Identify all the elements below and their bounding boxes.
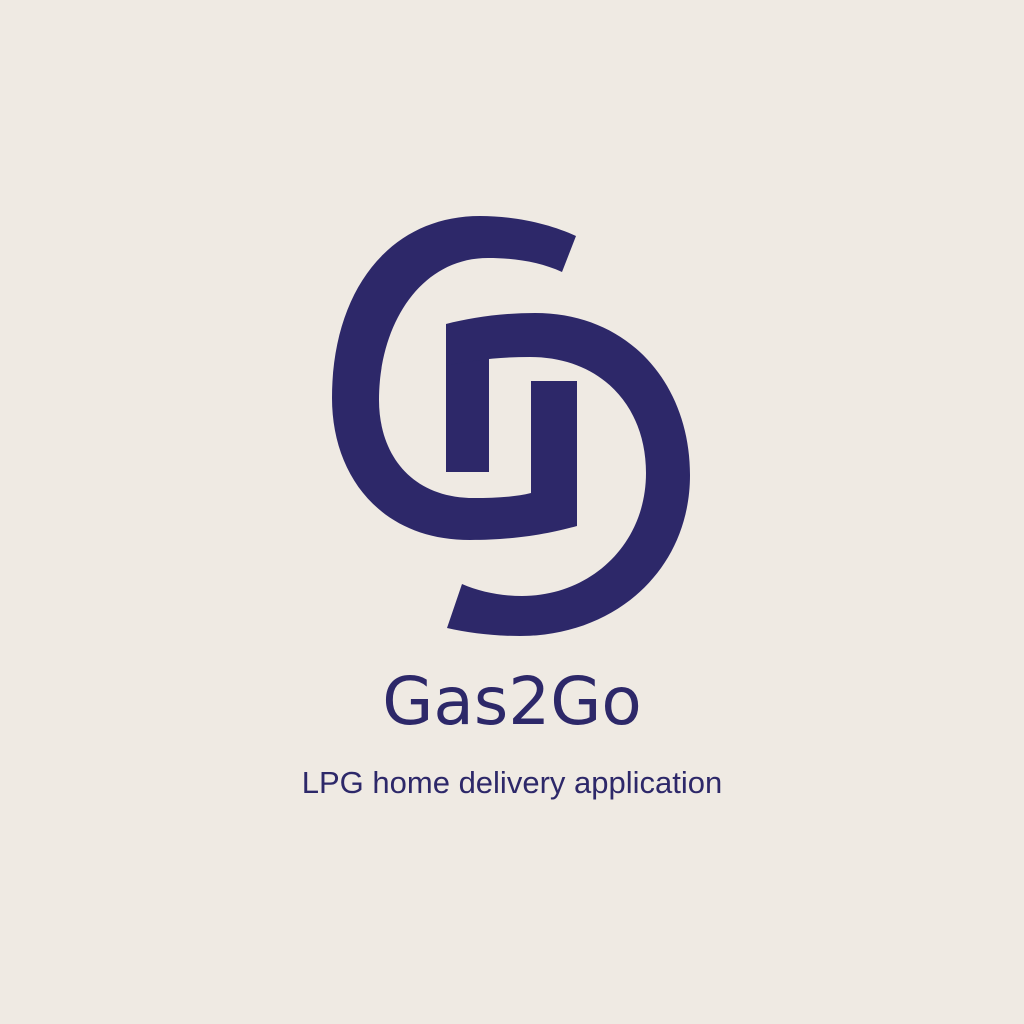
d-outer-arc — [446, 313, 690, 636]
g-outer-arc — [332, 216, 577, 540]
brand-tagline: LPG home delivery application — [301, 765, 723, 800]
brand-name: Gas2Go — [382, 663, 642, 740]
